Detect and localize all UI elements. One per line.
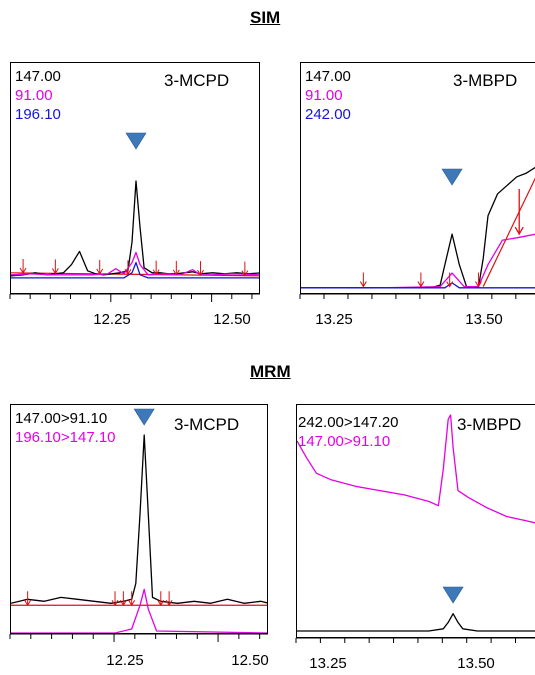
x-tick-label: 13.50	[457, 655, 495, 672]
series-line	[297, 414, 535, 524]
integration-marker	[119, 591, 127, 607]
legend: 147.00 91.00 196.10	[15, 67, 61, 124]
series-line	[297, 613, 535, 632]
integration-marker	[359, 272, 367, 288]
x-tick-label: 12.25	[106, 652, 144, 669]
x-tick-label: 12.50	[231, 652, 269, 669]
x-tick-label: 13.50	[465, 311, 503, 328]
x-axis	[9, 293, 260, 302]
chart-panel-sim-mbpd: 147.00 91.00 242.00 3-MBPD	[300, 62, 535, 294]
compound-label: 3-MBPD	[457, 415, 522, 434]
legend-entry: 242.00	[305, 106, 351, 123]
x-tick-label: 12.50	[213, 311, 251, 328]
legend-entry: 147.00>91.10	[298, 433, 391, 450]
integration-marker	[165, 591, 173, 607]
integration-baseline	[11, 272, 259, 277]
integration-marker	[172, 260, 180, 276]
series-line	[301, 233, 535, 289]
integration-arrow	[514, 188, 524, 236]
legend-entry: 147.00	[305, 68, 351, 85]
integration-marker	[475, 272, 482, 288]
trace-area	[301, 166, 535, 289]
trace-area	[11, 132, 259, 279]
series-line	[11, 434, 267, 604]
x-tick-label: 13.25	[309, 655, 347, 672]
x-axis	[9, 633, 268, 642]
legend-entry: 91.00	[305, 87, 343, 104]
integration-marker	[124, 260, 132, 276]
trace-area	[11, 408, 267, 633]
legend: 147.00>91.10 196.10>147.10	[15, 409, 116, 447]
x-axis	[299, 293, 535, 299]
chart-panel-mrm-mcpd: 147.00>91.10 196.10>147.10 3-MCPD	[10, 404, 268, 634]
integration-marker	[241, 261, 249, 277]
legend: 147.00 91.00 242.00	[305, 67, 351, 124]
x-tick-label: 12.25	[93, 311, 131, 328]
legend-entry: 196.10>147.10	[15, 429, 116, 446]
legend: 242.00>147.20 147.00>91.10	[298, 413, 399, 451]
chart-panel-sim-mcpd: 147.00 91.00 196.10 3-MCPD	[10, 62, 260, 294]
integration-marker	[446, 272, 454, 288]
integration-marker	[417, 272, 425, 288]
trace-area	[297, 414, 535, 632]
integration-marker	[96, 259, 104, 275]
legend-entry: 147.00	[15, 68, 61, 85]
integration-marker	[19, 258, 27, 274]
integration-marker	[157, 591, 165, 607]
series-line	[301, 166, 535, 289]
chart-panel-mrm-mbpd: 242.00>147.20 147.00>91.10 3-MBPD	[296, 404, 535, 638]
sim-section-title: SIM	[250, 8, 281, 27]
integration-baseline	[482, 177, 535, 287]
compound-label: 3-MBPD	[453, 71, 518, 90]
integration-marker	[152, 260, 160, 276]
x-axis	[295, 637, 535, 643]
compound-label: 3-MCPD	[164, 71, 230, 90]
peak-marker-icon	[441, 168, 463, 186]
legend-entry: 147.00>91.10	[15, 410, 108, 427]
legend-entry: 242.00>147.20	[298, 414, 399, 431]
x-tick-label: 13.25	[315, 311, 353, 328]
series-line	[11, 180, 259, 277]
peak-marker-icon	[133, 408, 155, 426]
legend-entry: 91.00	[15, 87, 53, 104]
legend-entry: 196.10	[15, 106, 61, 123]
integration-marker	[128, 591, 136, 607]
integration-marker	[197, 261, 204, 277]
compound-label: 3-MCPD	[174, 415, 240, 434]
integration-marker	[111, 591, 119, 607]
series-line	[11, 261, 259, 279]
peak-marker-icon	[442, 586, 464, 604]
mrm-section-title: MRM	[250, 362, 291, 381]
series-line	[11, 588, 267, 633]
integration-marker	[24, 591, 32, 607]
peak-marker-icon	[125, 132, 147, 150]
integration-marker	[51, 259, 59, 275]
